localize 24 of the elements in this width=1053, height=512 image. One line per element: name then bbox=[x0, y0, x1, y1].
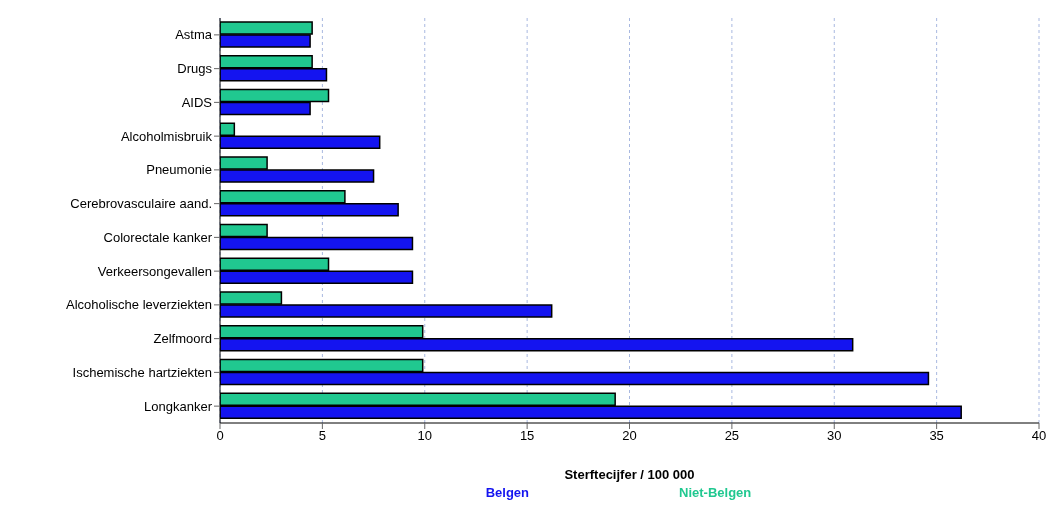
y-tick-label: Colorectale kanker bbox=[103, 229, 213, 245]
y-tick-label: Ischemische hartziekten bbox=[72, 364, 212, 380]
x-tick-label: 25 bbox=[724, 428, 740, 444]
y-tick-label: Pneumonie bbox=[146, 162, 212, 178]
text: Niet-Belgen bbox=[679, 485, 752, 500]
y-tick-label: AIDS bbox=[181, 94, 213, 110]
x-tick-label: 20 bbox=[622, 428, 637, 444]
x-axis-title: Sterftecijfer / 100 000 bbox=[564, 467, 695, 482]
x-tick-label: 30 bbox=[827, 428, 842, 444]
x-tick-label: 15 bbox=[519, 428, 535, 444]
y-tick-label: Longkanker bbox=[144, 398, 213, 414]
x-tick-label: 10 bbox=[417, 428, 432, 444]
y-tick-label: Drugs bbox=[177, 61, 213, 77]
text: Belgen bbox=[485, 485, 530, 500]
x-tick-label: 5 bbox=[318, 428, 326, 444]
y-tick-label: Alcoholmisbruik bbox=[120, 128, 213, 144]
y-tick-label: Astma bbox=[175, 27, 213, 43]
y-tick-label: Zelfmoord bbox=[153, 331, 212, 347]
x-tick-label: 0 bbox=[216, 428, 224, 444]
y-tick-label: Verkeersongevallen bbox=[97, 263, 212, 279]
x-tick-label: 35 bbox=[929, 428, 944, 444]
y-tick-label: Cerebrovasculaire aand. bbox=[70, 196, 212, 212]
x-tick-label: 40 bbox=[1031, 428, 1047, 444]
y-tick-label: Alcoholische leverziekten bbox=[66, 297, 212, 313]
